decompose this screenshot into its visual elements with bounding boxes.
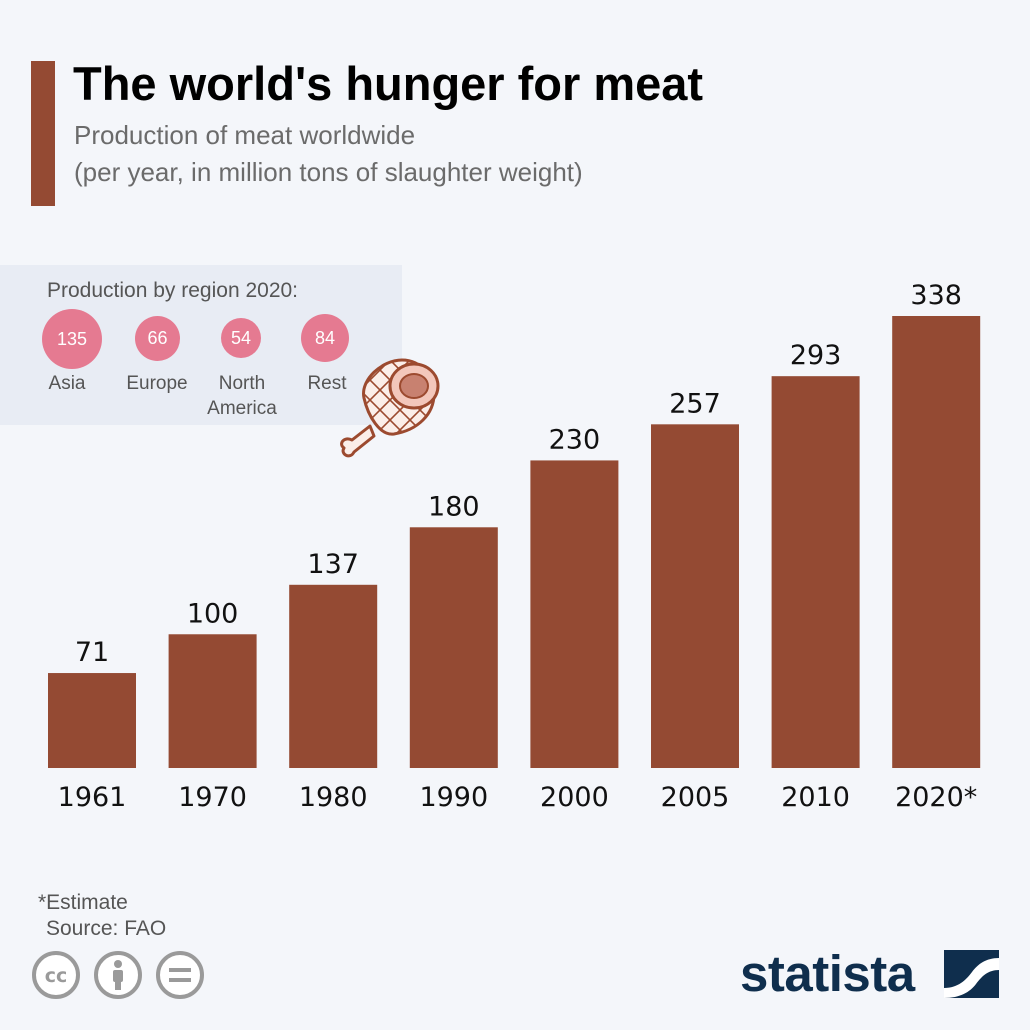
statista-logo[interactable]: statista	[740, 945, 915, 1002]
region-label-asia: Asia	[48, 373, 86, 394]
svg-text:cc: cc	[45, 965, 68, 987]
data-label-1961: 71	[75, 637, 109, 668]
x-tick-label-1961: 1961	[58, 782, 127, 813]
bar-chart: 71 1961 100 1970 137 1980 180 1990 230 2000 257 200…	[48, 280, 981, 813]
source-note: Source: FAO	[46, 917, 167, 940]
no-derivatives-icon	[156, 951, 204, 999]
data-label-2010: 293	[790, 340, 842, 371]
x-tick-label-2010: 2010	[781, 782, 850, 813]
region-value-asia: 135	[42, 309, 102, 369]
data-label-2000: 230	[549, 424, 601, 455]
bar-2020*	[892, 316, 981, 768]
bar-1961	[48, 673, 136, 768]
bar-1980	[289, 584, 378, 768]
data-label-1990: 180	[428, 491, 480, 522]
bar-2010	[771, 376, 860, 768]
region-breakdown-title: Production by region 2020:	[47, 279, 299, 302]
bar-2005	[651, 424, 739, 768]
bar-1990	[409, 527, 498, 768]
meat-ham-icon	[340, 358, 440, 458]
x-tick-label-2005: 2005	[661, 782, 730, 813]
data-label-1970: 100	[187, 598, 239, 629]
bar-1970	[168, 634, 257, 768]
chart-subtitle: Production of meat worldwide	[74, 120, 416, 150]
x-tick-label-1970: 1970	[178, 782, 247, 813]
attribution-icon	[94, 951, 142, 999]
creative-commons-license[interactable]: cc	[30, 949, 210, 1001]
data-label-2005: 257	[669, 388, 721, 419]
region-label-north-america: North America	[207, 373, 277, 419]
title-accent-bar	[31, 61, 55, 206]
x-tick-label-1980: 1980	[299, 782, 368, 813]
data-label-2020*: 338	[910, 280, 962, 311]
region-value-north-america: 54	[221, 318, 261, 358]
estimate-footnote: *Estimate	[38, 891, 128, 914]
region-value-europe: 66	[135, 316, 180, 361]
region-value-rest: 84	[301, 314, 349, 362]
chart-title: The world's hunger for meat	[73, 57, 704, 110]
region-breakdown-panel: Production by region 2020: 135 Asia 66 E…	[0, 265, 402, 425]
statista-logo-mark-icon	[944, 950, 999, 998]
region-label-europe: Europe	[126, 373, 188, 394]
data-label-1980: 137	[307, 549, 359, 580]
chart-subtitle-units: (per year, in million tons of slaughter …	[74, 157, 583, 187]
cc-license-icon: cc	[32, 951, 80, 999]
region-label-rest: Rest	[307, 373, 347, 394]
x-tick-label-2000: 2000	[540, 782, 609, 813]
x-tick-label-2020*: 2020*	[895, 782, 977, 813]
bar-2000	[530, 460, 619, 768]
x-tick-label-1990: 1990	[419, 782, 488, 813]
